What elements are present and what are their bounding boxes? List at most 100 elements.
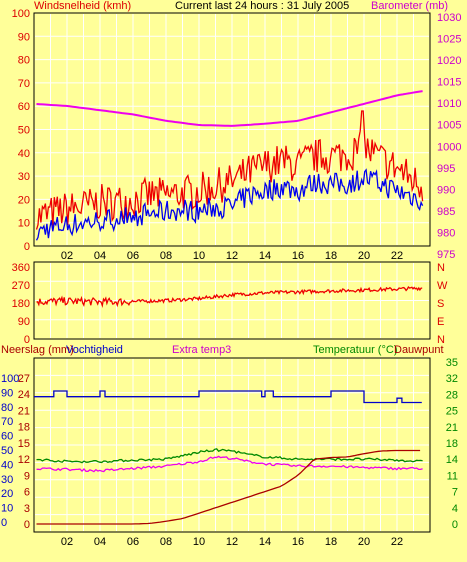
panel1-y-right-tick: 995 bbox=[437, 163, 455, 175]
panel1-x-tick: 08 bbox=[160, 250, 172, 262]
panel3-x-tick: 12 bbox=[226, 536, 238, 548]
panel3-y-right-tick: 28 bbox=[446, 389, 458, 401]
panel1-x-tick: 02 bbox=[61, 250, 73, 262]
panel2-y-right-tick: E bbox=[437, 316, 444, 328]
panel2-y-left-tick: 90 bbox=[18, 316, 30, 328]
panel1-x-tick: 06 bbox=[127, 250, 139, 262]
panel3-y-right-tick: 21 bbox=[446, 422, 458, 434]
panel3-y-vocht-tick: 30 bbox=[1, 474, 13, 486]
panel1-x-tick: 16 bbox=[292, 250, 304, 262]
panel3-y-right-tick: 14 bbox=[446, 454, 458, 466]
panel1-x-tick: 04 bbox=[94, 250, 106, 262]
panel3-y-neerslag-tick: 3 bbox=[24, 503, 30, 515]
dewpoint-line bbox=[36, 455, 423, 473]
humidity-line bbox=[34, 390, 422, 404]
panel3-y-right-tick: 11 bbox=[447, 470, 458, 482]
panel3-y-neerslag-tick: 0 bbox=[24, 519, 30, 531]
panel3-title-extra: Extra temp3 bbox=[172, 344, 231, 356]
panel1-y-left-tick: 20 bbox=[18, 194, 30, 206]
panel3-y-vocht-tick: 0 bbox=[1, 517, 7, 529]
panel3-y-right-tick: 25 bbox=[446, 406, 458, 418]
rain-line bbox=[36, 449, 421, 525]
panel3-y-neerslag-tick: 18 bbox=[18, 422, 30, 434]
panel3-x-tick: 06 bbox=[127, 536, 139, 548]
panel3-y-right-tick: 0 bbox=[452, 519, 458, 531]
panel1-y-right-tick: 975 bbox=[437, 249, 455, 261]
panel2-frame bbox=[33, 261, 431, 340]
panel3-y-neerslag-tick: 21 bbox=[18, 405, 30, 417]
panel3-y-vocht-tick: 10 bbox=[1, 503, 13, 515]
panel1-x-tick: 10 bbox=[193, 250, 205, 262]
panel1-left-title: Windsnelheid (kmh) bbox=[34, 0, 131, 12]
panel1-frame bbox=[33, 12, 431, 247]
panel1-y-right-tick: 1005 bbox=[437, 120, 461, 132]
panel1-y-left-tick: 60 bbox=[18, 101, 30, 113]
panel2-y-right-tick: N bbox=[437, 262, 445, 274]
temperature-line bbox=[36, 448, 423, 464]
panel1-center-title: Current last 24 hours : 31 July 2005 bbox=[175, 0, 349, 12]
panel3-y-vocht-tick: 20 bbox=[1, 488, 13, 500]
panel1-y-left-tick: 80 bbox=[18, 55, 30, 67]
panel1-y-right-tick: 985 bbox=[437, 206, 455, 218]
panel1-y-left-tick: 70 bbox=[18, 78, 30, 90]
panel1-y-right-tick: 1010 bbox=[437, 98, 461, 110]
panel1-y-right-tick: 1020 bbox=[437, 55, 461, 67]
panel1-y-left-tick: 100 bbox=[12, 8, 30, 20]
panel3-y-right-tick: 4 bbox=[452, 503, 458, 515]
panel3-x-tick: 20 bbox=[358, 536, 370, 548]
panel3-title-dauw: Dauwpunt bbox=[394, 344, 444, 356]
panel3-y-neerslag-tick: 12 bbox=[18, 454, 30, 466]
panel3-y-vocht-tick: 90 bbox=[1, 387, 13, 399]
panel2-y-left-tick: 360 bbox=[12, 262, 30, 274]
panel1-y-right-tick: 1000 bbox=[437, 141, 461, 153]
panel3-x-tick: 10 bbox=[193, 536, 205, 548]
panel1-y-right-tick: 1030 bbox=[437, 12, 461, 24]
panel1-x-tick: 12 bbox=[226, 250, 238, 262]
panel1-x-tick: 14 bbox=[259, 250, 271, 262]
panel1-y-left-tick: 0 bbox=[24, 241, 30, 253]
panel1-y-right-tick: 980 bbox=[437, 227, 455, 239]
panel3-x-tick: 02 bbox=[61, 536, 73, 548]
panel2-y-left-tick: 0 bbox=[24, 334, 30, 346]
wind-direction-line bbox=[36, 285, 423, 309]
panel1-y-right-tick: 1025 bbox=[437, 34, 461, 46]
panel3-x-tick: 22 bbox=[391, 536, 403, 548]
panel2-y-left-tick: 270 bbox=[12, 280, 30, 292]
wind-average-line bbox=[35, 168, 424, 241]
wind-gust-line bbox=[35, 110, 424, 230]
panel1-y-left-tick: 50 bbox=[18, 125, 30, 137]
panel1-y-left-tick: 90 bbox=[18, 31, 30, 43]
panel1-y-left-tick: 40 bbox=[18, 148, 30, 160]
panel1-right-title: Barometer (mb) bbox=[371, 0, 448, 12]
panel3-y-neerslag-tick: 9 bbox=[24, 470, 30, 482]
panel2-y-right-tick: N bbox=[437, 334, 445, 346]
panel3-x-tick: 08 bbox=[160, 536, 172, 548]
panel3-y-neerslag-tick: 24 bbox=[18, 389, 30, 401]
panel3-title-temp: Temperatuur (°C) bbox=[313, 344, 397, 356]
panel2-y-left-tick: 180 bbox=[12, 298, 30, 310]
panel1-y-left-tick: 10 bbox=[18, 218, 30, 230]
panel3-title-vocht: Vochtigheid bbox=[66, 344, 123, 356]
panel3-x-tick: 16 bbox=[292, 536, 304, 548]
panel3-y-neerslag-tick: 27 bbox=[18, 373, 30, 385]
panel3-y-right-tick: 35 bbox=[446, 357, 458, 369]
panel3-x-tick: 04 bbox=[94, 536, 106, 548]
panel3-y-neerslag-tick: 15 bbox=[18, 438, 30, 450]
panel1-y-right-tick: 990 bbox=[437, 184, 455, 196]
panel2-y-right-tick: W bbox=[437, 280, 448, 292]
panel1-x-tick: 18 bbox=[325, 250, 337, 262]
panel1-x-tick: 20 bbox=[358, 250, 370, 262]
panel3-y-vocht-tick: 70 bbox=[1, 416, 13, 428]
panel1-y-right-tick: 1015 bbox=[437, 77, 461, 89]
panel3-frame bbox=[33, 357, 431, 533]
panel3-y-vocht-tick: 100 bbox=[1, 373, 19, 385]
panel3-y-neerslag-tick: 6 bbox=[24, 487, 30, 499]
panel2-y-right-tick: S bbox=[437, 298, 444, 310]
panel3-y-vocht-tick: 60 bbox=[1, 431, 13, 443]
barometer-line bbox=[36, 90, 423, 127]
panel3-y-vocht-tick: 80 bbox=[1, 402, 13, 414]
panel3-y-vocht-tick: 50 bbox=[1, 445, 13, 457]
panel1-x-tick: 22 bbox=[391, 250, 403, 262]
